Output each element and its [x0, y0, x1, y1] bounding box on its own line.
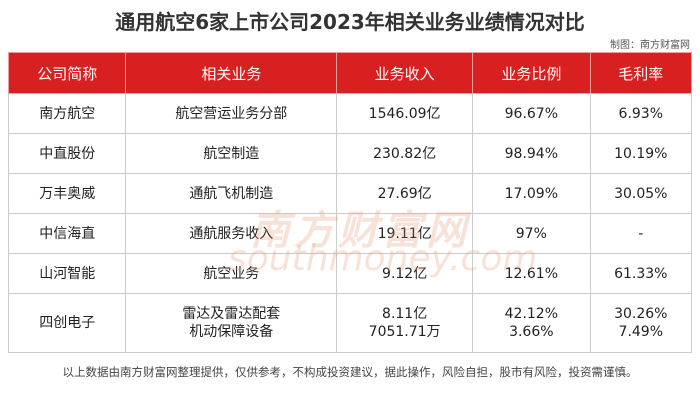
table-cell: 南方航空	[7, 93, 127, 134]
table-row: 万丰奥威 通航飞机制造 27.69亿 17.09% 30.05%	[7, 173, 693, 214]
table-cell: 6.93%	[589, 93, 693, 134]
table-cell: 雷达及雷达配套 机动保障设备	[125, 293, 338, 353]
table-row: 中信海直 通航服务收入 19.11亿 97% -	[7, 213, 693, 254]
column-header: 业务比例	[472, 52, 591, 94]
table-row: 中直股份 航空制造 230.82亿 98.94% 10.19%	[7, 133, 693, 174]
cell-line: 机动保障设备	[189, 324, 274, 340]
table-cell: 98.94%	[472, 133, 591, 174]
table-row: 南方航空 航空营运业务分部 1546.09亿 96.67% 6.93%	[7, 93, 693, 134]
table-cell: 19.11亿	[336, 213, 474, 254]
data-table: 公司简称 相关业务 业务收入 业务比例 毛利率 南方航空 航空营运业务分部 1546.09亿…	[7, 52, 693, 353]
table-cell: 通航飞机制造	[125, 173, 338, 214]
column-header: 相关业务	[125, 52, 338, 94]
table-cell: 10.19%	[589, 133, 693, 174]
table-cell: 61.33%	[589, 253, 693, 294]
table-cell: 中直股份	[7, 133, 127, 174]
cell-line: 8.11亿	[382, 306, 428, 322]
table-cell: 42.12% 3.66%	[472, 293, 591, 353]
table-row: 山河智能 航空业务 9.12亿 12.61% 61.33%	[7, 253, 693, 294]
table-cell: 航空营运业务分部	[125, 93, 338, 134]
cell-line: 42.12%	[504, 306, 559, 322]
cell-line: 7051.71万	[368, 324, 441, 340]
cell-line: 30.26%	[614, 306, 668, 322]
table-cell: 航空制造	[125, 133, 338, 174]
table-cell: 27.69亿	[336, 173, 474, 214]
table-cell: 四创电子	[7, 293, 127, 353]
table-cell: 8.11亿 7051.71万	[336, 293, 474, 353]
column-header: 业务收入	[336, 52, 474, 94]
table-cell: 30.05%	[589, 173, 693, 214]
source: 制图：南方财富网	[610, 40, 690, 51]
table-cell: 通航服务收入	[125, 213, 338, 254]
table-cell: 山河智能	[7, 253, 127, 294]
table-cell: 30.26% 7.49%	[589, 293, 693, 353]
table-cell: 1546.09亿	[336, 93, 474, 134]
cell-line: 雷达及雷达配套	[182, 306, 281, 322]
footnote: 以上数据由南方财富网整理提供，仅供参考，不构成投资建议，据此操作，风险自担，股市…	[62, 365, 638, 379]
table-cell: 9.12亿	[336, 253, 474, 294]
column-header: 毛利率	[589, 52, 693, 94]
table-row: 四创电子 雷达及雷达配套 机动保障设备 8.11亿 7051.71万 42.12% 3.66…	[7, 293, 693, 353]
table-cell: -	[589, 213, 693, 254]
table-cell: 96.67%	[472, 93, 591, 134]
table-cell: 万丰奥威	[7, 173, 127, 214]
table-cell: 97%	[472, 213, 591, 254]
table-cell: 中信海直	[7, 213, 127, 254]
table-cell: 航空业务	[125, 253, 338, 294]
title: 通用航空6家上市公司2023年相关业务业绩情况对比	[115, 10, 585, 34]
column-header: 公司简称	[7, 52, 127, 94]
header-row: 公司简称 相关业务 业务收入 业务比例 毛利率	[7, 52, 693, 94]
table-body: 南方航空 航空营运业务分部 1546.09亿 96.67% 6.93% 中直股份 航空制造 2…	[7, 93, 693, 353]
cell-line: 3.66%	[509, 324, 554, 340]
table-cell: 12.61%	[472, 253, 591, 294]
cell-line: 7.49%	[618, 324, 664, 340]
table-cell: 230.82亿	[336, 133, 474, 174]
table-cell: 17.09%	[472, 173, 591, 214]
